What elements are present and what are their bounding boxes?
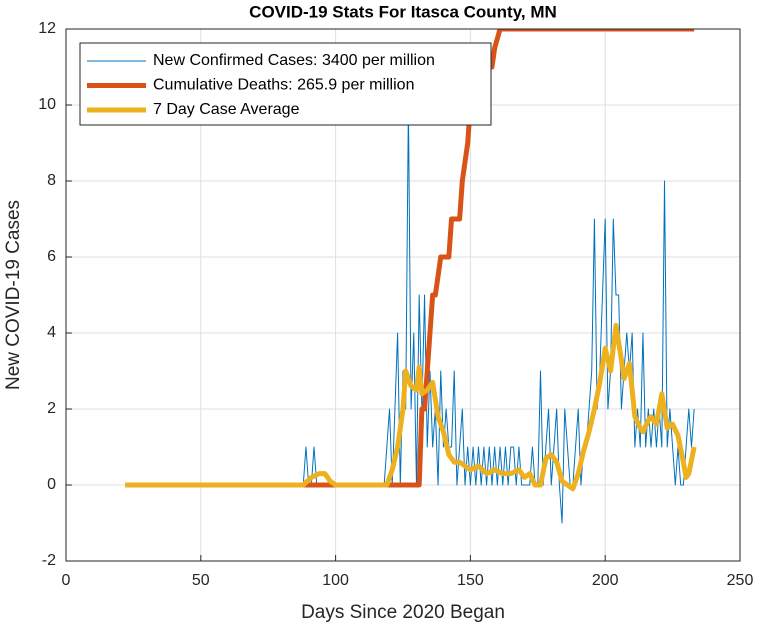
- axes-box: [65, 28, 741, 562]
- y-tick-label: 2: [47, 400, 56, 417]
- y-tick-label: 8: [47, 172, 56, 189]
- series-line: [125, 322, 697, 492]
- y-tick-label: 10: [38, 96, 56, 113]
- series-line: [125, 104, 695, 524]
- x-tick-label: 0: [62, 572, 71, 589]
- ticks: 0 50 100 150 200 250 -2 0 2 4 6 8 10 12: [38, 20, 753, 589]
- x-tick-label: 150: [457, 572, 484, 589]
- y-tick-label: 4: [47, 324, 56, 341]
- legend-box: [79, 42, 492, 126]
- y-tick-label: -2: [42, 552, 56, 569]
- y-tick-label: 6: [47, 248, 56, 265]
- x-tick-label: 100: [322, 572, 349, 589]
- x-tick-label: 50: [192, 572, 210, 589]
- x-tick-label: 200: [592, 572, 619, 589]
- plot-area: [125, 29, 697, 524]
- y-tick-label: 0: [47, 476, 56, 493]
- legend-label: New Confirmed Cases: 3400 per million: [153, 52, 435, 69]
- y-tick-label: 12: [38, 20, 56, 37]
- y-axis-label: New COVID-19 Cases: [3, 200, 24, 390]
- series-line: [125, 29, 695, 488]
- x-tick-label: 250: [727, 572, 754, 589]
- x-axis-label: Days Since 2020 Began: [301, 602, 505, 623]
- legend-label: 7 Day Case Average: [153, 101, 300, 118]
- legend: New Confirmed Cases: 3400 per million Cum…: [79, 42, 492, 126]
- legend-label: Cumulative Deaths: 265.9 per million: [153, 77, 414, 94]
- chart-title: COVID-19 Stats For Itasca County, MN: [249, 2, 557, 21]
